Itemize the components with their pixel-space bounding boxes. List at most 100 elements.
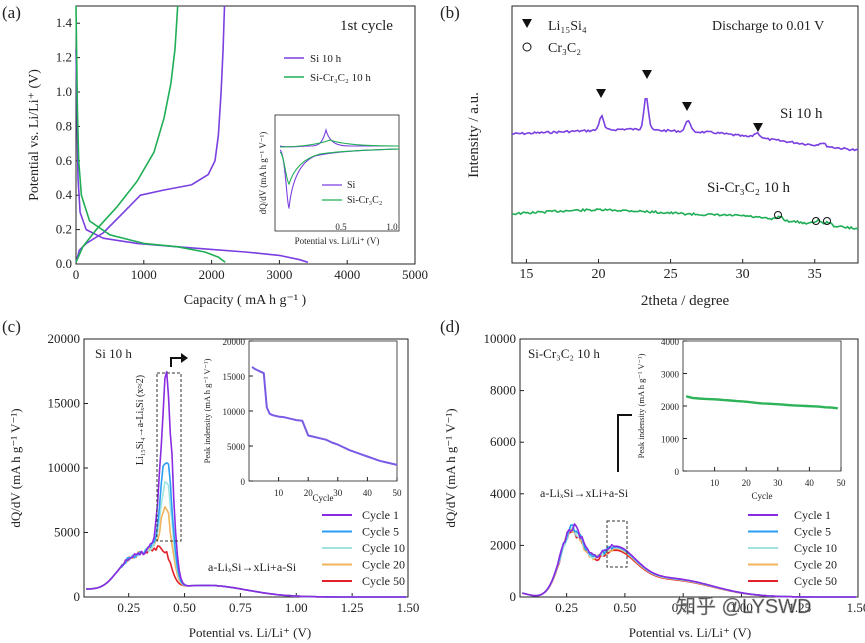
a-y-tick-label: 1.2 <box>56 50 72 65</box>
sicr-discharge-curve <box>75 5 226 263</box>
panel-a-x-label: Capacity ( mA h g⁻¹ ) <box>184 293 307 308</box>
d-x-tick-label: 1.25 <box>788 600 811 615</box>
c-y-tick-label: 0 <box>74 589 81 604</box>
peak-marker-icon <box>753 123 763 132</box>
watermark: 知乎 @LYSWD <box>676 595 812 618</box>
inset-d-x-tick-label: 10 <box>710 478 720 488</box>
inset-legend-si: Si <box>347 180 356 191</box>
panel-c-legend: Cycle 1 Cycle 5 Cycle 10 Cycle 20 Cycle 50 <box>322 508 405 588</box>
d-x-tick-label: 0.75 <box>672 600 695 615</box>
legend-label-c10: Cycle 10 <box>362 541 405 555</box>
c-y-tick-label: 10000 <box>48 460 81 475</box>
inset-d-x-tick-label: 50 <box>837 478 847 488</box>
sicr-charge-curve <box>75 5 179 263</box>
d-x-tick-label: 0.25 <box>555 600 578 615</box>
panel-b-markers <box>596 70 831 225</box>
legend-label-c1: Cycle 1 <box>362 508 399 522</box>
d-y-tick-label: 6000 <box>490 434 516 449</box>
peak-marker-icon <box>682 102 692 111</box>
legend-li15si4: Li₁₅Si₄ <box>548 19 587 34</box>
c-x-tick-label: 1.50 <box>397 600 420 615</box>
c-y-tick-label: 20000 <box>48 331 81 346</box>
inset-d-y-tick-label: 2000 <box>661 402 680 412</box>
panel-a-x-ticks: 0 1000 2000 3000 4000 5000 <box>73 260 428 282</box>
peak-circle-icon <box>812 217 820 225</box>
a-x-tick-label: 2000 <box>199 267 225 282</box>
c-curve-c1 <box>86 370 407 598</box>
d-x-tick-label: 1.50 <box>847 600 865 615</box>
panel-a: (a) 1st cycle 0 1000 2000 3000 4000 5000 0.00… <box>2 3 428 308</box>
a-y-tick-label: 0.8 <box>56 118 72 133</box>
panel-d-legend: Cycle 1 Cycle 5 Cycle 10 Cycle 20 Cycle 50 <box>748 508 837 588</box>
panel-d: (d) Si-Cr₃C₂ 10 h 0.25 0.50 0.75 1.00 1.25 1.… <box>440 317 865 640</box>
arrow-icon <box>617 414 632 472</box>
panel-a-inset: Si Si-Cr₃C₂ 0.5 1.0 Potential vs. Li/Li⁺… <box>258 114 400 246</box>
d-y-tick-label: 10000 <box>484 331 517 346</box>
panel-b-annotation: Discharge to 0.01 V <box>712 19 824 34</box>
panel-b: (b) Discharge to 0.01 V Li₁₅Si₄ Cr₃C₂ Si… <box>440 3 859 309</box>
panel-c-y-ticks: 0 5000 10000 15000 20000 <box>48 331 88 604</box>
si-discharge-curve <box>75 48 309 264</box>
a-y-tick-label: 0.0 <box>56 256 72 271</box>
a-y-tick-label: 0.2 <box>56 222 72 237</box>
panel-d-x-label: Potential vs. Li/Li⁺ (V) <box>629 625 751 640</box>
panel-b-label: (b) <box>440 3 460 22</box>
d-y-tick-label: 4000 <box>490 486 516 501</box>
legend-label-si: Si 10 h <box>310 53 342 65</box>
inset-y-label: dQ/dV (mA h g⁻¹ V⁻¹) <box>258 132 268 215</box>
a-x-tick-label: 4000 <box>334 267 360 282</box>
panel-b-y-label: Intensity / a.u. <box>466 92 482 178</box>
a-y-tick-label: 1.4 <box>56 15 73 30</box>
legend-label-c10: Cycle 10 <box>794 541 837 555</box>
panel-c-process-label: a-LiₓSi→xLi+a-Si <box>208 560 297 574</box>
inset-d-x-tick-label: 40 <box>805 478 815 488</box>
panel-a-series <box>75 5 309 264</box>
a-x-tick-label: 3000 <box>266 267 292 282</box>
inset-tick-05: 0.5 <box>335 222 347 232</box>
legend-label-sicr: Si-Cr₃C₂ 10 h <box>310 72 371 84</box>
c-x-tick-label: 1.00 <box>285 600 308 615</box>
legend-label-c20: Cycle 20 <box>794 558 837 572</box>
inset-d-y-tick-label: 3000 <box>661 370 680 380</box>
inset-c-y-tick-label: 5000 <box>227 442 246 452</box>
d-x-tick-label: 1.00 <box>730 600 753 615</box>
inset-d-series <box>685 395 838 410</box>
panel-b-series <box>511 97 859 230</box>
inset-c-x-tick-label: 40 <box>363 488 373 498</box>
arrow-head-icon <box>181 353 188 363</box>
c-x-tick-label: 1.25 <box>341 600 364 615</box>
a-x-tick-label: 1000 <box>131 267 157 282</box>
si-xrd-pattern <box>511 97 859 152</box>
legend-label-c20: Cycle 20 <box>362 558 405 572</box>
inset-c-y-tick-label: 10000 <box>223 407 246 417</box>
panel-a-legend: Si 10 h Si-Cr₃C₂ 10 h <box>284 53 371 84</box>
inset-d-x-label: Cycle <box>752 491 773 501</box>
inset-c-y-label: Peak indensity (mA h g⁻¹ V⁻¹) <box>202 358 212 463</box>
inset-legend-sicr: Si-Cr₃C₂ <box>347 195 382 206</box>
inset-c-y-tick-label: 20000 <box>223 337 246 347</box>
inset-c-y-tick-label: 15000 <box>223 372 246 382</box>
legend-cr3c2: Cr₃C₂ <box>548 41 581 56</box>
legend-label-c5: Cycle 5 <box>362 525 399 539</box>
b-x-tick-label: 15 <box>519 267 533 282</box>
b-x-tick-label: 20 <box>592 267 606 282</box>
panel-a-annotation: 1st cycle <box>340 18 393 34</box>
a-x-tick-label: 0 <box>73 267 80 282</box>
panel-b-x-ticks: 15 20 25 30 35 <box>519 259 822 282</box>
legend-label-c1: Cycle 1 <box>794 508 831 522</box>
legend-circle-icon <box>522 42 532 52</box>
panel-c-inset: 10 20 30 40 50 0 5000 10000 15000 20000 Cycle Pea… <box>202 337 402 503</box>
inset-x-label: Potential vs. Li/Li⁺ (V) <box>295 236 380 246</box>
inset-d-y-tick-label: 0 <box>675 467 680 477</box>
c-curve-c20 <box>86 506 407 598</box>
panel-d-y-label: dQ/dV (mA h g⁻¹ V⁻¹) <box>443 408 458 527</box>
panel-c-x-label: Potential vs. Li/Li⁺ (V) <box>189 625 311 640</box>
panel-d-label: (d) <box>440 317 460 336</box>
panel-d-process-label: a-LiₓSi→xLi+a-Si <box>540 486 629 500</box>
inset-c-y-tick-label: 0 <box>241 477 246 487</box>
b-x-tick-label: 30 <box>736 267 750 282</box>
inset-c-x-label: Cycle <box>313 493 334 503</box>
peak-intensity-line <box>251 366 398 466</box>
inset-c-x-tick-label: 30 <box>333 488 343 498</box>
